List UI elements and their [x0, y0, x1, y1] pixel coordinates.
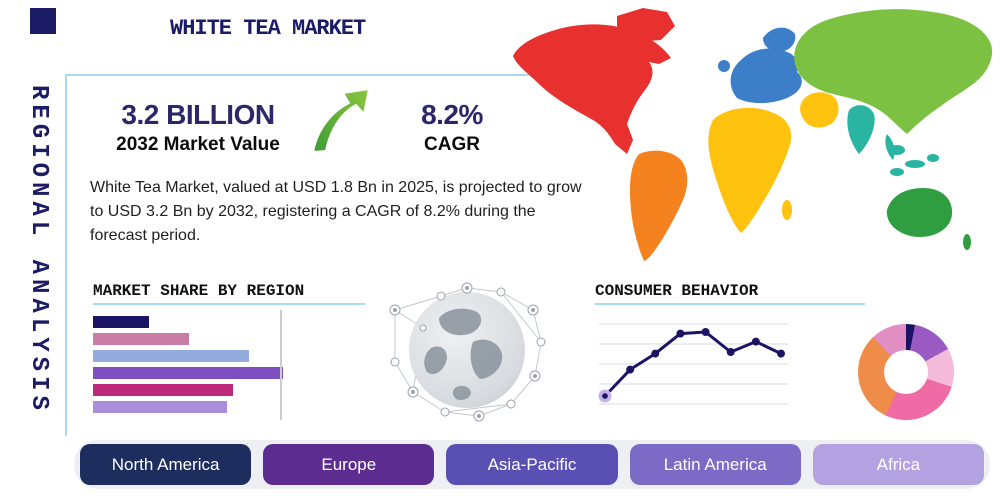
donut-chart — [858, 324, 954, 420]
map-united-kingdom — [718, 60, 730, 72]
market-value-block: 3.2 BILLION 2032 Market Value — [78, 99, 318, 156]
network-lines — [394, 287, 542, 417]
region-button-asia-pacific[interactable]: Asia-Pacific — [446, 444, 618, 485]
cagr-block: 8.2% CAGR — [392, 99, 512, 156]
map-africa — [708, 107, 792, 233]
market-value-caption: 2032 Market Value — [116, 134, 280, 155]
map-india — [847, 105, 875, 154]
world-map — [513, 8, 993, 261]
panel-border-top — [65, 74, 577, 76]
corner-accent-square — [30, 8, 56, 34]
consumer-behavior-underline — [595, 303, 865, 305]
map-asia — [794, 9, 993, 134]
cagr-caption: CAGR — [424, 134, 480, 155]
region-bar-5 — [93, 384, 233, 396]
map-scandinavia — [763, 27, 796, 52]
map-new-zealand — [963, 234, 971, 250]
region-button-north-america[interactable]: North America — [80, 444, 252, 485]
region-button-latin-america[interactable]: Latin America — [629, 444, 801, 485]
globe-landmasses — [424, 308, 503, 401]
map-southeast-asia — [885, 134, 939, 176]
cagr-figure: 8.2% — [421, 99, 483, 130]
map-middle-east — [800, 92, 839, 128]
donut-hole — [884, 350, 928, 394]
line-chart-svg — [598, 323, 788, 405]
market-value-figure: 3.2 BILLION — [121, 99, 275, 130]
bar-chart — [93, 310, 293, 420]
globe-sphere — [409, 292, 525, 408]
market-summary-text: White Tea Market, valued at USD 1.8 Bn i… — [90, 179, 582, 244]
vertical-section-label: REGIONAL ANALYSIS — [25, 85, 52, 415]
map-madagascar — [782, 200, 792, 220]
map-south-america — [629, 150, 688, 261]
map-australia — [886, 188, 953, 237]
market-share-underline — [93, 303, 365, 305]
region-button-strip: North America Europe Asia-Pacific Latin … — [74, 440, 990, 489]
growth-arrow-icon — [312, 88, 370, 153]
page-title: WHITE TEA MARKET — [170, 16, 366, 41]
bar-chart-gridline — [280, 310, 282, 420]
map-japan — [953, 72, 961, 92]
region-bar-1 — [93, 316, 149, 328]
globe-network-graphic — [389, 282, 546, 422]
region-bar-2 — [93, 333, 189, 345]
region-bar-4 — [93, 367, 283, 379]
network-nodes — [389, 282, 546, 422]
market-share-heading: MARKET SHARE BY REGION — [93, 282, 305, 300]
panel-border-left — [65, 74, 67, 436]
region-bar-3 — [93, 350, 249, 362]
region-button-africa[interactable]: Africa — [812, 444, 985, 485]
bar-chart-bars — [93, 316, 293, 413]
consumer-behavior-heading: CONSUMER BEHAVIOR — [595, 282, 759, 300]
map-europe — [730, 48, 802, 104]
region-bar-6 — [93, 401, 227, 413]
region-button-europe[interactable]: Europe — [263, 444, 435, 485]
map-north-america — [513, 24, 671, 154]
